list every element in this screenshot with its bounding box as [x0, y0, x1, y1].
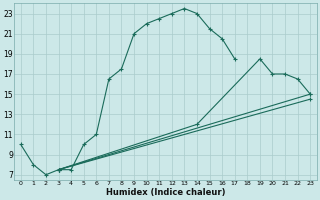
X-axis label: Humidex (Indice chaleur): Humidex (Indice chaleur) — [106, 188, 225, 197]
